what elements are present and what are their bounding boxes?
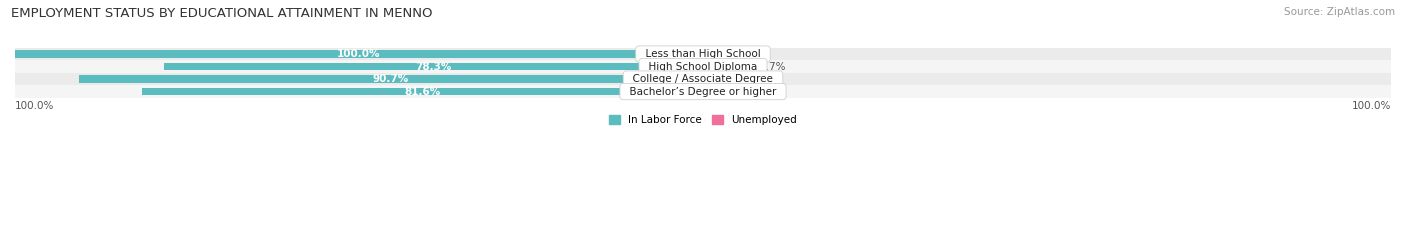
Text: Source: ZipAtlas.com: Source: ZipAtlas.com — [1284, 7, 1395, 17]
Bar — [703, 63, 749, 70]
Bar — [79, 75, 703, 83]
Text: Bachelor’s Degree or higher: Bachelor’s Degree or higher — [623, 87, 783, 96]
Text: 100.0%: 100.0% — [337, 49, 381, 59]
Bar — [142, 88, 703, 96]
Text: 81.6%: 81.6% — [404, 87, 440, 96]
Text: EMPLOYMENT STATUS BY EDUCATIONAL ATTAINMENT IN MENNO: EMPLOYMENT STATUS BY EDUCATIONAL ATTAINM… — [11, 7, 433, 20]
Bar — [15, 60, 1391, 73]
Bar — [15, 73, 1391, 85]
Bar — [703, 75, 713, 83]
Text: College / Associate Degree: College / Associate Degree — [626, 74, 780, 84]
Text: 0.0%: 0.0% — [724, 49, 749, 59]
Text: 3.8%: 3.8% — [740, 87, 766, 96]
Bar — [165, 63, 703, 70]
Bar — [15, 50, 703, 58]
Text: 78.3%: 78.3% — [415, 62, 451, 72]
Text: High School Diploma: High School Diploma — [643, 62, 763, 72]
Text: 100.0%: 100.0% — [1351, 101, 1391, 111]
Bar — [703, 88, 730, 96]
Text: Less than High School: Less than High School — [638, 49, 768, 59]
Text: 90.7%: 90.7% — [373, 74, 409, 84]
Bar — [15, 85, 1391, 98]
Text: 0.0%: 0.0% — [724, 74, 749, 84]
Text: 100.0%: 100.0% — [15, 101, 55, 111]
Bar — [703, 50, 713, 58]
Text: 6.7%: 6.7% — [759, 62, 786, 72]
Bar — [15, 48, 1391, 60]
Legend: In Labor Force, Unemployed: In Labor Force, Unemployed — [605, 111, 801, 129]
